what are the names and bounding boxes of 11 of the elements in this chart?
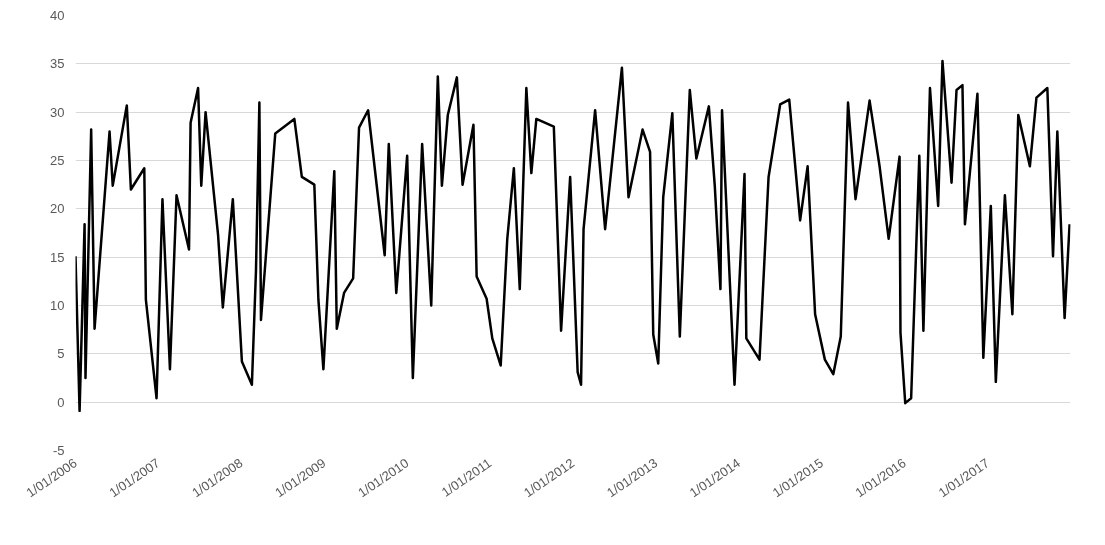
line-series	[75, 59, 1071, 413]
y-tick-label: 5	[57, 346, 65, 362]
y-tick-label: 15	[50, 249, 65, 265]
y-tick-label: 35	[50, 56, 65, 72]
y-tick-label: 25	[50, 153, 65, 168]
y-tick-label: 0	[57, 394, 65, 410]
y-tick-label: 20	[50, 201, 65, 217]
y-tick-label: 30	[50, 104, 65, 120]
y-tick-label: 40	[50, 8, 65, 23]
y-tick-label: 10	[50, 298, 65, 313]
y-tick-label: -5	[52, 443, 65, 458]
